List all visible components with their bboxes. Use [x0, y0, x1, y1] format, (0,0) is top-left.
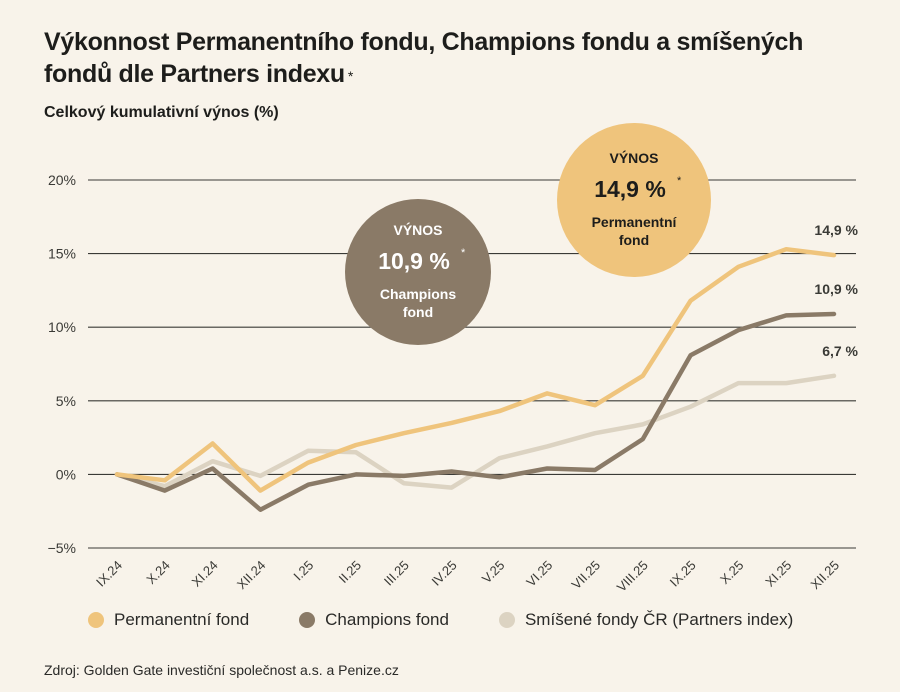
- source-note: Zdroj: Golden Gate investiční společnost…: [44, 662, 399, 678]
- bubble-asterisk-champions: *: [461, 247, 466, 259]
- title-asterisk: *: [347, 68, 354, 84]
- y-tick-label: 15%: [48, 246, 76, 262]
- end-labels: 14,9 % 10,9 % 6,7 %: [814, 222, 858, 359]
- end-label-permanent: 14,9 %: [814, 222, 858, 238]
- x-tick-label: IX.25: [667, 558, 699, 590]
- x-tick-label: II.25: [336, 558, 364, 586]
- x-tick-label: V.25: [479, 558, 508, 587]
- x-tick-label: XII.25: [807, 558, 842, 593]
- x-tick-label: III.25: [381, 558, 412, 589]
- bubble-line2-permanent: fond: [619, 232, 649, 248]
- series-line-permanent: [114, 246, 837, 493]
- x-tick-label: X.24: [143, 558, 173, 588]
- legend-label-permanent: Permanentní fond: [114, 610, 250, 629]
- x-tick-label: IX.24: [93, 558, 125, 590]
- y-axis-ticks: −5% 0% 5% 10% 15% 20%: [48, 172, 76, 556]
- series-lines: [114, 246, 837, 512]
- chart-title: Výkonnost Permanentního fondu, Champions…: [44, 26, 804, 90]
- bubble-line2-champions: fond: [403, 304, 433, 320]
- legend-item-champions: Champions fond: [299, 610, 449, 630]
- legend-dot-permanent: [88, 612, 104, 628]
- chart-title-text: Výkonnost Permanentního fondu, Champions…: [44, 28, 804, 88]
- legend-item-permanent: Permanentní fond: [88, 610, 249, 630]
- series-line-champions: [114, 311, 837, 512]
- legend: Permanentní fond Champions fond Smíšené …: [88, 610, 843, 630]
- bubble-champions: VÝNOS 10,9 % * Champions fond: [345, 199, 491, 345]
- annotation-bubbles: VÝNOS 14,9 % * Permanentní fond VÝNOS 10,9 % * C…: [345, 123, 711, 345]
- x-tick-label: VI.25: [523, 558, 555, 590]
- bubble-value-champions: 10,9 %: [378, 248, 450, 274]
- chart-subtitle: Celkový kumulativní výnos (%): [44, 104, 279, 121]
- x-tick-label: XII.24: [234, 558, 269, 593]
- bubble-heading-permanent: VÝNOS: [609, 149, 658, 166]
- legend-item-partners: Smíšené fondy ČR (Partners index): [498, 610, 794, 630]
- y-tick-label: 0%: [56, 466, 76, 482]
- bubble-asterisk-permanent: *: [677, 175, 682, 187]
- y-tick-label: 10%: [48, 319, 76, 335]
- x-axis-ticks: IX.24 X.24 XI.24 XII.24 I.25 II.25 III.25 IV.25…: [93, 558, 842, 595]
- bubble-line1-champions: Champions: [380, 286, 456, 302]
- end-label-partners: 6,7 %: [822, 343, 858, 359]
- bubble-circle-permanent: [557, 123, 711, 277]
- bubble-heading-champions: VÝNOS: [393, 221, 442, 238]
- legend-label-champions: Champions fond: [325, 610, 449, 629]
- bubble-value-permanent: 14,9 %: [594, 176, 666, 202]
- x-tick-label: VIII.25: [614, 558, 651, 595]
- y-tick-label: 20%: [48, 172, 76, 188]
- y-tick-label: −5%: [48, 540, 76, 556]
- bubble-circle-champions: [345, 199, 491, 345]
- legend-label-partners: Smíšené fondy ČR (Partners index): [524, 610, 794, 629]
- legend-dot-champions: [299, 612, 316, 628]
- end-label-champions: 10,9 %: [814, 281, 858, 297]
- x-tick-label: XI.24: [189, 558, 221, 590]
- x-tick-label: I.25: [290, 558, 316, 584]
- x-tick-label: X.25: [717, 558, 747, 588]
- bubble-permanent: VÝNOS 14,9 % * Permanentní fond: [557, 123, 711, 277]
- series-line-partners: [114, 373, 837, 490]
- x-tick-label: IV.25: [428, 558, 459, 589]
- x-tick-label: XI.25: [762, 558, 794, 590]
- legend-dot-partners: [498, 612, 515, 628]
- x-tick-label: VII.25: [568, 558, 603, 593]
- bubble-line1-permanent: Permanentní: [592, 214, 678, 230]
- y-tick-label: 5%: [56, 393, 76, 409]
